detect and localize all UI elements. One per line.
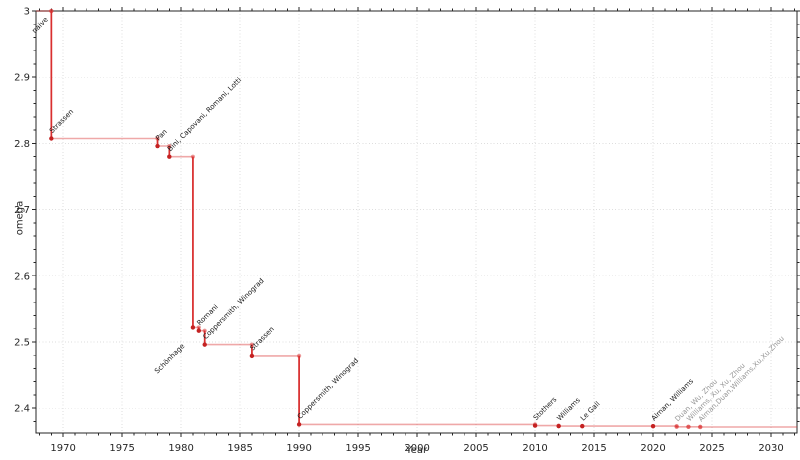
axis-spine (35, 10, 798, 434)
data-point (650, 423, 656, 429)
x-tick-label: 2015 (581, 443, 606, 454)
y-tick-label: 2.8 (14, 139, 30, 150)
x-tick-label: 2010 (522, 443, 547, 454)
data-point-label: Coppersmith, Winograd (296, 357, 360, 421)
data-point (155, 143, 160, 149)
corner-point (196, 325, 201, 330)
corner-point (190, 154, 196, 159)
corner-point (297, 353, 302, 358)
x-tick-label: 1985 (227, 443, 252, 454)
data-point (686, 424, 691, 430)
x-axis-label: Year (405, 445, 428, 456)
x-tick-label: 1975 (109, 443, 134, 454)
data-point (674, 424, 679, 429)
x-tick-label: 1970 (50, 443, 75, 454)
data-point (49, 8, 54, 14)
corner-point (249, 342, 255, 347)
corner-point (202, 328, 207, 333)
corner-point (167, 143, 172, 149)
data-point (249, 353, 255, 359)
data-point-label: Strassen (249, 325, 276, 352)
data-point-label: Le Gall (579, 400, 602, 423)
data-point-label: Stothers (532, 395, 559, 422)
data-point (190, 325, 196, 330)
y-tick-label: 2.7 (14, 205, 30, 216)
data-point (556, 423, 561, 429)
x-tick-label: 2020 (640, 443, 665, 454)
x-tick-label: 1990 (286, 443, 311, 454)
step-line (36, 10, 797, 428)
data-point (532, 423, 538, 428)
x-tick-label: 2000 (404, 443, 429, 454)
data-point-label: Williams, Xu, Xu, Zhou (685, 362, 747, 424)
data-point (49, 136, 54, 141)
y-tick-label: 2.6 (14, 271, 30, 282)
data-point (196, 328, 202, 333)
y-tick-label: 3 (24, 7, 30, 18)
x-tick-label: 1980 (168, 443, 193, 454)
y-tick-label: 2.5 (14, 337, 30, 348)
data-point-label: Williams (555, 396, 582, 423)
data-point-label: naive (31, 16, 50, 35)
data-point (167, 154, 172, 159)
data-point (296, 422, 302, 427)
x-tick-label: 2005 (463, 443, 488, 454)
x-tick-label: 2030 (758, 443, 783, 454)
data-point-label: Bini, Capovani, Romani, Lotti (166, 76, 243, 153)
y-tick-label: 2.9 (14, 73, 30, 84)
corner-point (155, 136, 160, 141)
data-point (202, 342, 207, 347)
x-tick-label: 1995 (345, 443, 370, 454)
data-point-label: Pan (154, 128, 169, 143)
data-point (580, 423, 585, 429)
x-tick-label: 2025 (699, 443, 724, 454)
y-tick-label: 2.4 (14, 404, 30, 415)
data-point (698, 424, 703, 430)
data-point-label: Alman,Duan,Williams,Xu,Xu,Zhou (697, 335, 786, 424)
y-axis-label: omega (14, 200, 26, 236)
